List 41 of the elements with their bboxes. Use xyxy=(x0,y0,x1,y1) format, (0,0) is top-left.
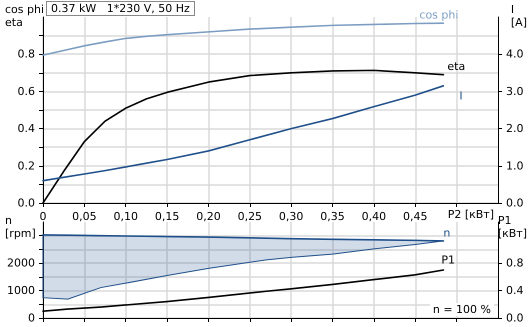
y2-axis-title: P1 [кВт] xyxy=(498,214,528,240)
chart-title: 0.37 kW 1*230 V, 50 Hz xyxy=(51,2,190,15)
x-axis-title: P2 [кВт] xyxy=(448,208,494,221)
x-tick-label: 0,10 xyxy=(113,210,138,223)
line-series xyxy=(42,85,444,182)
x-tick-label: 0,20 xyxy=(196,210,221,223)
series-label: eta xyxy=(447,60,466,74)
series-label: P1 xyxy=(441,254,456,266)
y2-tick-label: 0.0 xyxy=(506,312,524,324)
series-label: n xyxy=(443,226,450,240)
y-tick-label: 0.8 xyxy=(18,48,35,61)
y-tick-label: 2000 xyxy=(7,256,35,270)
series-label: I xyxy=(459,89,463,102)
y2-tick-label: 3.0 xyxy=(506,84,524,98)
y-tick-label: 1000 xyxy=(7,284,35,298)
x-tick-label: 0,40 xyxy=(362,210,386,223)
x-tick-label: 0,25 xyxy=(238,210,262,223)
y2-tick-label: 2.0 xyxy=(506,122,524,136)
y-tick-label: 0.0 xyxy=(18,196,35,210)
y-axis-title: cos phi eta xyxy=(5,3,44,29)
y2-tick-label: 1.0 xyxy=(506,159,524,172)
x-tick-label: 0,15 xyxy=(154,210,180,223)
line-series xyxy=(42,22,444,56)
y-tick-label: 0.6 xyxy=(18,84,35,98)
y2-tick-label: 0.4 xyxy=(506,284,524,298)
x-tick-label: 0,35 xyxy=(320,210,345,223)
annotation: n = 100 % xyxy=(432,303,492,316)
x-tick-label: 0,45 xyxy=(403,210,428,223)
x-tick-label: 0,05 xyxy=(72,210,97,223)
x-tick-label: 0 xyxy=(40,210,46,223)
y-tick-label: 0.4 xyxy=(18,122,35,136)
x-tick-label: 0,30 xyxy=(278,210,304,223)
y2-axis-title: I [A] xyxy=(510,3,527,29)
line-series xyxy=(42,234,444,242)
y-tick-label: 0.2 xyxy=(18,159,35,172)
y-tick-label: 0 xyxy=(28,312,35,324)
series-label: cos phi xyxy=(419,8,458,22)
y2-tick-label: 4.0 xyxy=(506,48,524,61)
y2-tick-label: 0.0 xyxy=(506,196,524,210)
y-axis-title: n [rpm] xyxy=(5,214,36,240)
y2-tick-label: 0.8 xyxy=(506,256,524,270)
